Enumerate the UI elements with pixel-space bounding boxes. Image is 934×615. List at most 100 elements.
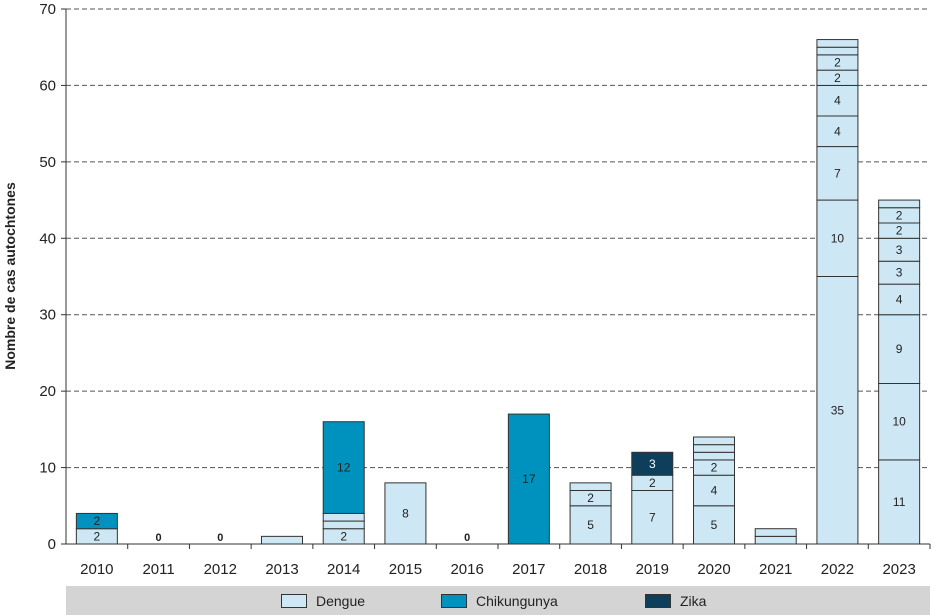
y-tick-label-40: 40 xyxy=(39,230,56,247)
data-label-2022-7: 2 xyxy=(834,56,841,70)
bar-2014: 2 12 xyxy=(322,421,365,545)
y-tick-label-70: 70 xyxy=(39,1,56,18)
y-tick-label-0: 0 xyxy=(48,536,56,553)
x-tick-label-2018: 2018 xyxy=(574,561,607,578)
bar-segment-2021-1 xyxy=(754,535,797,545)
legend: Dengue Chikungunya Zika xyxy=(66,586,930,615)
y-tick-label-60: 60 xyxy=(39,77,56,94)
bar-segment-2014-2 xyxy=(322,520,365,530)
bar-segment-2019-1 xyxy=(631,490,674,545)
data-label-2019-3: 3 xyxy=(649,457,656,471)
x-tick-label-2023: 2023 xyxy=(882,561,915,578)
x-tick-label-2010: 2010 xyxy=(80,561,113,578)
bar-2011: 0 xyxy=(156,532,162,544)
x-tick-label-2019: 2019 xyxy=(636,561,669,578)
data-label-2020-2: 4 xyxy=(711,484,718,498)
x-tick-label-2015: 2015 xyxy=(389,561,422,578)
bar-2022: 35 10 7 4 4 22 xyxy=(816,39,859,545)
data-label-2022-6: 2 xyxy=(834,71,841,85)
bar-segment-2020-2 xyxy=(693,474,735,507)
y-axis-label: Nombre de cas autochtones xyxy=(2,182,18,370)
data-label-2022-3: 7 xyxy=(834,166,841,180)
legend-label-zika: Zika xyxy=(680,593,707,609)
legend-item-dengue: Dengue xyxy=(281,593,365,609)
x-tick-label-2014: 2014 xyxy=(327,561,360,578)
bar-segment-2020-6 xyxy=(693,436,735,446)
x-tick-label-2012: 2012 xyxy=(204,561,237,578)
data-label-2015-1: 8 xyxy=(402,506,409,520)
data-label-2018-2: 2 xyxy=(587,491,594,505)
bar-segment-2014-4 xyxy=(322,421,365,514)
x-tick-label-2022: 2022 xyxy=(821,561,854,578)
legend-label-dengue: Dengue xyxy=(316,593,366,609)
data-label-2019-1: 7 xyxy=(649,510,656,524)
data-label-2020-1: 5 xyxy=(711,518,718,532)
bar-segment-2020-5 xyxy=(693,444,735,453)
grid-lines xyxy=(66,8,930,469)
bar-2016: 0 xyxy=(464,532,470,544)
data-label-2022-1: 35 xyxy=(831,403,845,417)
bar-segment-2022-4 xyxy=(816,115,859,148)
bar-2019: 7 2 3 xyxy=(631,451,674,545)
data-label-2023-8: 2 xyxy=(896,208,903,222)
x-tick-label-2017: 2017 xyxy=(512,561,545,578)
bar-2017: 17 xyxy=(507,413,550,545)
legend-swatch-zika xyxy=(645,594,671,608)
bar-2012: 0 xyxy=(217,532,223,544)
bar-segment-2010-2 xyxy=(75,512,118,530)
data-label-2023-6: 3 xyxy=(896,243,903,257)
data-label-2014-4: 12 xyxy=(337,461,351,475)
y-axis-ticks: 0 10 20 30 40 50 60 70 xyxy=(39,1,66,553)
data-label-2014-1: 2 xyxy=(340,529,347,543)
bar-segment-2022-8 xyxy=(816,46,859,56)
bar-segment-2019-3 xyxy=(631,451,674,476)
data-label-2017-1: 17 xyxy=(522,472,536,486)
bar-segment-2015-1 xyxy=(384,482,427,545)
zero-label-2012: 0 xyxy=(217,532,223,544)
data-label-2023-1: 11 xyxy=(893,495,906,509)
legend-swatch-chikungunya xyxy=(441,594,467,608)
bar-2023: 11 10 9 4 3 3 2 2 xyxy=(878,199,921,545)
x-axis-ticks: 2010 2011 2012 2013 2014 2015 2016 2017 2018 2019… xyxy=(80,544,931,578)
data-label-2019-2: 2 xyxy=(649,476,656,490)
data-label-2023-4: 4 xyxy=(896,292,903,306)
bar-segment-2013-1 xyxy=(261,535,303,545)
legend-swatch-dengue xyxy=(281,594,307,608)
bar-segment-2023-3 xyxy=(878,314,921,385)
bar-2010: 22 xyxy=(75,512,118,545)
bar-segment-2020-4 xyxy=(693,451,735,461)
bar-segment-2022-3 xyxy=(816,146,859,201)
bar-2018: 52 xyxy=(569,482,612,545)
bar-2020: 5 4 2 xyxy=(693,436,735,545)
bar-2015: 8 xyxy=(384,482,427,545)
data-label-2010-2: 2 xyxy=(94,514,101,528)
bar-segment-2021-2 xyxy=(754,528,797,537)
data-label-2023-3: 9 xyxy=(896,342,903,356)
y-tick-label-20: 20 xyxy=(39,383,56,400)
data-label-2023-2: 10 xyxy=(892,415,906,429)
bar-segment-2018-3 xyxy=(569,482,612,492)
bar-2013 xyxy=(261,535,303,545)
data-label-2018-1: 5 xyxy=(587,518,594,532)
bar-segment-2023-1 xyxy=(878,459,921,545)
x-tick-label-2020: 2020 xyxy=(697,561,730,578)
legend-item-zika: Zika xyxy=(645,593,706,609)
data-label-2022-5: 4 xyxy=(834,94,841,108)
bar-segment-2020-1 xyxy=(693,505,735,545)
bar-2021 xyxy=(754,528,797,545)
x-tick-label-2013: 2013 xyxy=(265,561,298,578)
zero-label-2016: 0 xyxy=(464,532,470,544)
y-tick-label-50: 50 xyxy=(39,154,56,171)
zero-label-2011: 0 xyxy=(156,532,162,544)
legend-item-chikungunya: Chikungunya xyxy=(441,593,558,609)
bar-segment-2023-9 xyxy=(878,199,921,209)
data-label-2010-1: 2 xyxy=(94,529,101,543)
data-label-2023-5: 3 xyxy=(896,266,903,280)
x-tick-label-2016: 2016 xyxy=(450,561,483,578)
data-label-2022-2: 10 xyxy=(831,231,845,245)
y-tick-label-10: 10 xyxy=(39,460,56,477)
data-label-2022-4: 4 xyxy=(834,124,841,138)
data-label-2020-3: 2 xyxy=(711,461,718,475)
